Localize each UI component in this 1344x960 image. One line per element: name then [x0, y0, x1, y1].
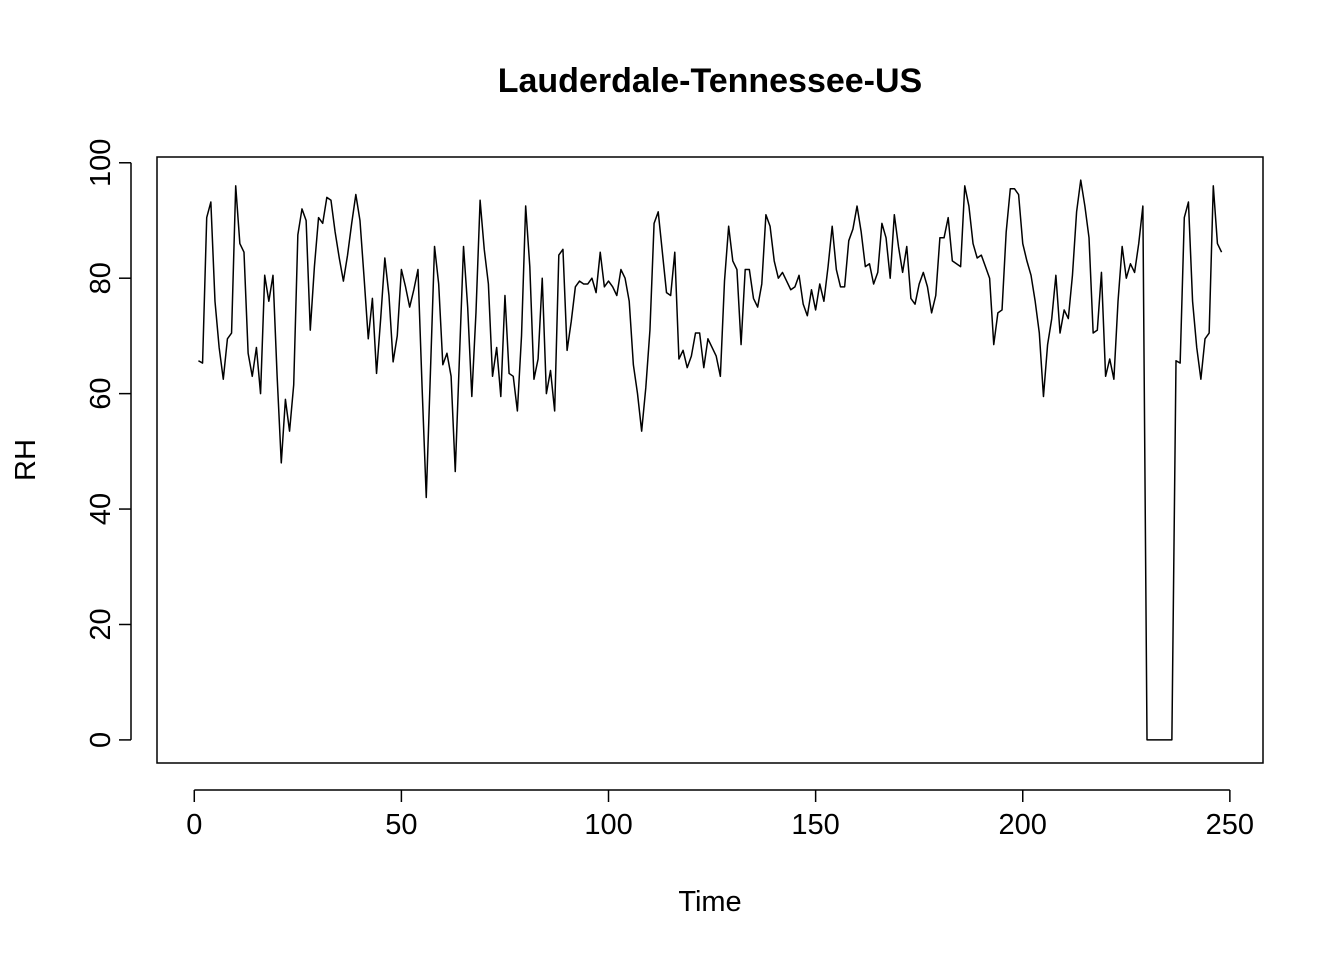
x-tick-label: 150	[791, 809, 839, 841]
plot-frame	[156, 156, 1264, 764]
chart-title: Lauderdale-Tennessee-US	[498, 62, 923, 100]
y-tick-label: 40	[85, 493, 117, 525]
x-axis: 0 50 100 150 200 250	[186, 789, 1254, 841]
y-tick-label: 20	[85, 608, 117, 640]
x-tick-label: 250	[1206, 809, 1254, 841]
y-tick-label: 80	[85, 262, 117, 294]
y-tick-label: 60	[85, 377, 117, 409]
x-axis-label: Time	[678, 886, 741, 918]
y-tick-label: 100	[85, 139, 117, 187]
y-axis-label: RH	[10, 439, 42, 481]
x-tick-label: 0	[186, 809, 202, 841]
x-tick-label: 200	[999, 809, 1047, 841]
x-tick-label: 100	[584, 809, 632, 841]
y-axis: 0 20 40 60 80 100	[85, 139, 132, 748]
y-tick-label: 0	[85, 732, 117, 748]
x-tick-label: 50	[385, 809, 417, 841]
series-line-rh	[198, 179, 1223, 741]
